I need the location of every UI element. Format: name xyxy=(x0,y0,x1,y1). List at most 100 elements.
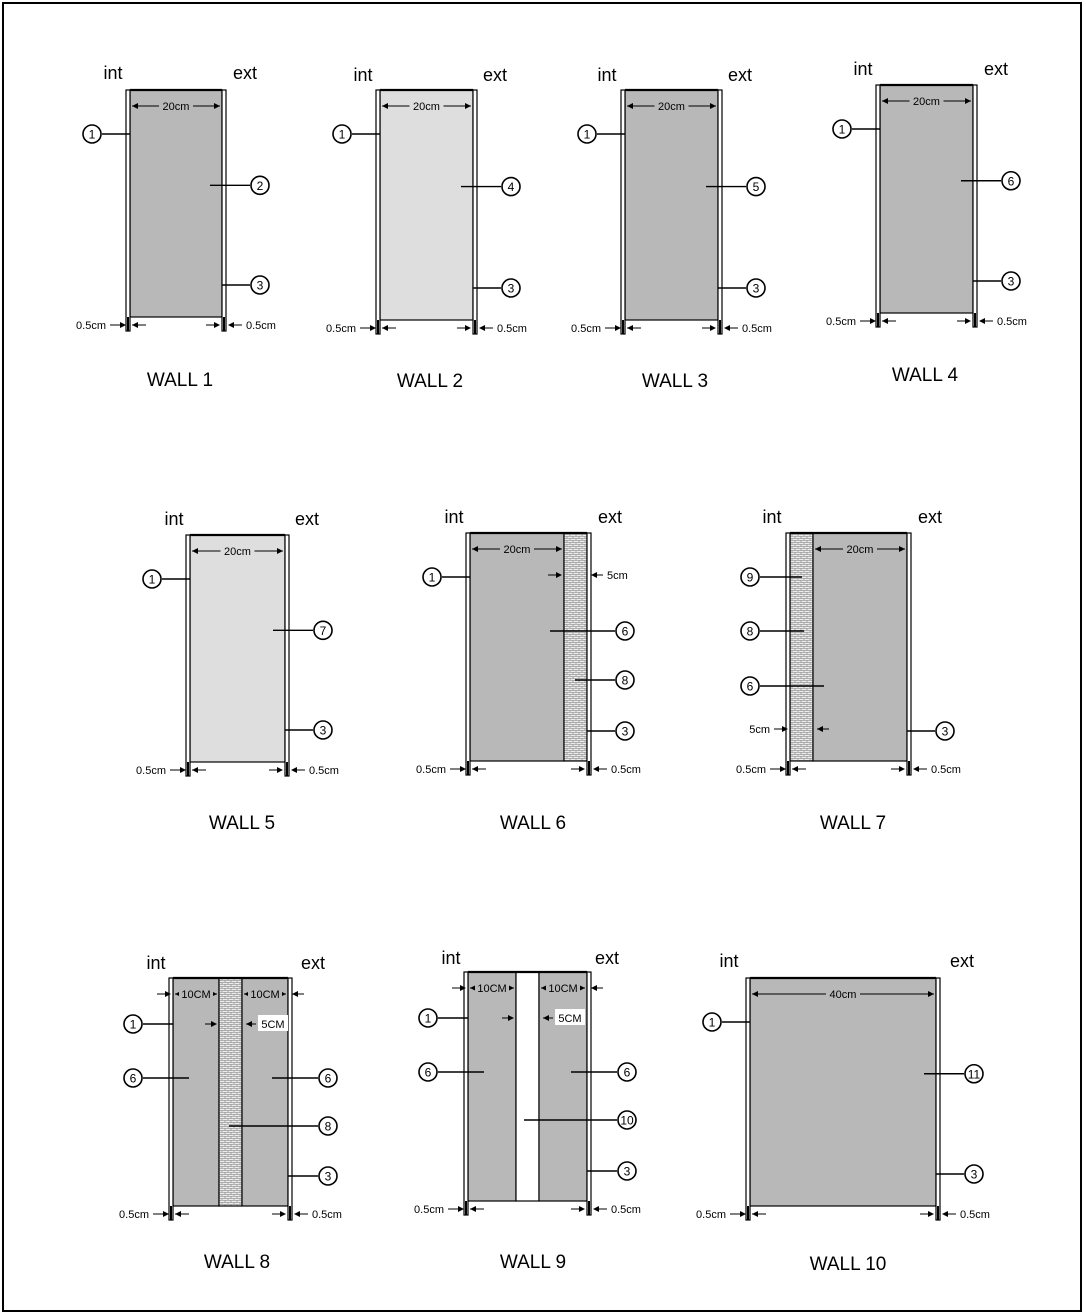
arrow-head xyxy=(780,766,786,772)
ext-label: ext xyxy=(301,953,325,973)
wall-layer-insulation xyxy=(218,977,243,1207)
wall-layer-light xyxy=(189,534,286,763)
plaster-thickness-ext: 0.5cm xyxy=(931,764,961,776)
arrow-head xyxy=(228,322,234,328)
callout-number: 5 xyxy=(753,180,760,194)
callout-circle xyxy=(740,621,760,641)
exterior-plaster xyxy=(287,977,293,1221)
arrow-head xyxy=(615,325,621,331)
plaster-thickness-ext: 0.5cm xyxy=(312,1209,342,1221)
callout-circle xyxy=(740,567,760,587)
callout-circle xyxy=(617,1161,637,1181)
label-backdrop xyxy=(654,98,689,112)
callout-number: 1 xyxy=(89,128,96,142)
callout-circle xyxy=(615,721,635,741)
interior-plaster xyxy=(185,534,191,777)
arrow-head xyxy=(472,766,478,772)
callout-number: 1 xyxy=(429,571,436,585)
int-label: int xyxy=(146,953,165,973)
callout-circle xyxy=(123,1014,143,1034)
arrow-head xyxy=(470,985,476,991)
arrow-head xyxy=(928,991,934,997)
int-label: int xyxy=(597,65,616,85)
arrow-head xyxy=(211,1021,217,1027)
wall-title: WALL 1 xyxy=(147,370,213,391)
arrow-head xyxy=(815,546,821,552)
plaster-thickness-ext: 0.5cm xyxy=(742,323,772,335)
arrow-head xyxy=(163,1211,169,1217)
callout-circle xyxy=(832,119,852,139)
wall-7: int ext 5cm 20cm 9 8 6 3 0.5cm 0.5cm WALL 7 xyxy=(736,507,961,834)
arrow-head xyxy=(382,325,388,331)
int-label: int xyxy=(444,507,463,527)
wall-layer-dark xyxy=(172,977,220,1207)
arrow-head xyxy=(710,325,716,331)
exterior-plaster xyxy=(906,532,912,776)
arrow-head xyxy=(710,103,716,109)
wall-9: int ext 10CM 5CM 10CM 1 6 6 10 3 0.5cm 0.5cm WALL 9 xyxy=(414,948,641,1273)
ext-label: ext xyxy=(950,951,974,971)
exterior-plaster xyxy=(472,89,478,335)
plaster-thickness-int: 0.5cm xyxy=(571,323,601,335)
exterior-plaster xyxy=(284,534,290,777)
callout-number: 9 xyxy=(747,571,754,585)
wall-title: WALL 2 xyxy=(397,371,463,392)
arrow-head xyxy=(627,325,633,331)
callout-number: 6 xyxy=(1008,174,1015,188)
arrow-head xyxy=(882,318,888,324)
arrow-head xyxy=(292,991,298,997)
callout-number: 10 xyxy=(620,1114,634,1128)
exterior-plaster xyxy=(717,89,723,335)
callout-circle xyxy=(501,278,521,298)
wall-layer-dark xyxy=(749,977,937,1207)
layer-width: 5cm xyxy=(749,724,770,736)
wall-layer-dark xyxy=(879,84,974,314)
plaster-thickness-ext: 0.5cm xyxy=(309,765,339,777)
arrow-head xyxy=(591,985,597,991)
exterior-plaster xyxy=(972,84,978,328)
arrow-head xyxy=(192,767,198,773)
arrow-head xyxy=(579,1206,585,1212)
arrow-head xyxy=(465,325,471,331)
arrow-head xyxy=(870,318,876,324)
arrow-head xyxy=(370,325,376,331)
callout-circle xyxy=(82,124,102,144)
plaster-thickness-int: 0.5cm xyxy=(414,1204,444,1216)
callout-number: 3 xyxy=(622,725,629,739)
wall-2: int ext 20cm 1 4 3 0.5cm 0.5cm WALL 2 xyxy=(326,65,527,392)
label-backdrop xyxy=(555,1009,585,1025)
plaster-thickness-int: 0.5cm xyxy=(119,1209,149,1221)
arrow-head xyxy=(180,767,186,773)
label-backdrop xyxy=(409,98,444,112)
arrow-head xyxy=(556,546,562,552)
label-backdrop xyxy=(258,1015,288,1031)
callout-circle xyxy=(617,1062,637,1082)
arrow-head xyxy=(382,103,388,109)
callout-number: 1 xyxy=(425,1012,432,1026)
plaster-thickness-int: 0.5cm xyxy=(136,765,166,777)
callout-circle xyxy=(313,620,333,641)
ext-label: ext xyxy=(233,63,257,83)
callout-number: 3 xyxy=(320,724,327,738)
int-label: int xyxy=(164,509,183,529)
callout-number: 2 xyxy=(257,179,264,193)
wall-layer-insulation xyxy=(563,532,588,762)
plaster-thickness-ext: 0.5cm xyxy=(497,323,527,335)
plaster-thickness-int: 0.5cm xyxy=(416,764,446,776)
arrow-head xyxy=(508,985,514,991)
arrow-head xyxy=(913,766,919,772)
callout-number: 8 xyxy=(622,674,629,688)
ext-label: ext xyxy=(295,509,319,529)
callout-circle xyxy=(1001,170,1021,191)
interior-plaster xyxy=(785,532,791,776)
wall-6: int ext 20cm 5cm 1 6 8 3 0.5cm 0.5cm WALL 6 xyxy=(416,507,641,834)
callout-circle xyxy=(318,1166,338,1186)
label-backdrop xyxy=(500,541,534,555)
callout-circle xyxy=(418,1008,438,1028)
arrow-head xyxy=(593,766,599,772)
arrow-head xyxy=(458,1206,464,1212)
plaster-thickness-int: 0.5cm xyxy=(696,1209,726,1221)
arrow-head xyxy=(817,726,823,732)
